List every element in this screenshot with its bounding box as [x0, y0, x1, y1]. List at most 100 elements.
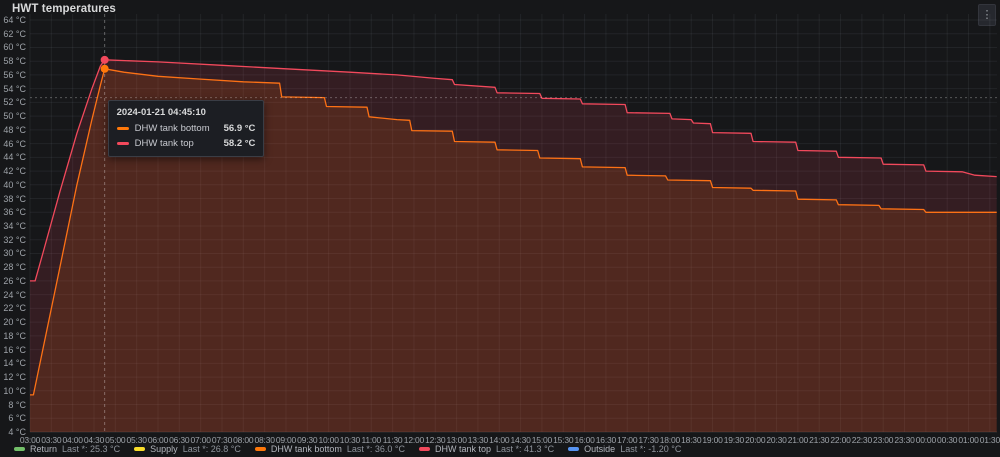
x-tick-label: 22:30 — [851, 435, 872, 445]
series-color-swatch-icon[interactable] — [419, 446, 430, 451]
y-tick-label: 24 °C — [3, 289, 26, 300]
series-color-swatch-icon[interactable] — [568, 446, 580, 451]
y-tick-label: 48 °C — [3, 124, 26, 135]
x-tick-label: 11:30 — [382, 435, 403, 445]
x-tick-label: 16:00 — [574, 435, 595, 445]
legend-series-name[interactable]: Supply — [150, 443, 178, 454]
chart-tooltip: 2024-01-21 04:45:10 DHW tank bottom 56.9 … — [107, 99, 265, 157]
y-tick-label: 62 °C — [3, 28, 26, 39]
x-tick-label: 05:30 — [126, 435, 147, 445]
tooltip-series-value: 58.2 °C — [223, 137, 256, 149]
x-tick-label: 07:00 — [190, 435, 211, 445]
y-tick-label: 52 °C — [3, 97, 26, 108]
legend-series-name[interactable]: DHW tank top — [435, 443, 492, 454]
series-color-swatch-icon[interactable] — [254, 446, 266, 451]
x-tick-label: 08:00 — [233, 435, 254, 445]
x-tick-label: 21:00 — [787, 435, 809, 445]
tooltip-series-label: DHW tank bottom — [134, 122, 210, 134]
series-area-dhw-tank-bottom — [30, 68, 997, 433]
legend-item-dhw-tank-bottom[interactable]: DHW tank bottom Last *: 36.0 °C — [254, 443, 405, 454]
y-tick-label: 8 °C — [8, 399, 26, 410]
y-tick-label: 60 °C — [3, 42, 26, 53]
legend-series-name[interactable]: Outside — [584, 443, 616, 454]
x-axis: 03:00 03:30 04:00 04:30 05:00 05:30 06:00 06:30… — [0, 433, 1000, 445]
y-tick-label: 46 °C — [3, 138, 26, 149]
x-tick-label: 03:00 — [19, 435, 41, 445]
x-tick-label: 00:30 — [937, 435, 958, 445]
x-tick-label: 06:30 — [169, 435, 190, 445]
x-tick-label: 13:30 — [467, 435, 489, 445]
y-tick-label: 30 °C — [3, 248, 26, 259]
series-area-dhw-tank-top — [30, 59, 997, 433]
hover-point-marker — [100, 64, 109, 73]
x-tick-label: 21:30 — [809, 435, 830, 445]
y-tick-label: 28 °C — [3, 262, 26, 273]
x-tick-label: 10:30 — [339, 435, 361, 445]
y-tick-label: 42 °C — [3, 166, 26, 177]
y-tick-label: 50 °C — [3, 111, 26, 122]
y-tick-label: 64 °C — [3, 15, 26, 25]
x-tick-label: 11:00 — [361, 435, 382, 445]
legend-last-value: Last *: 41.3 °C — [496, 443, 555, 454]
x-tick-label: 13:00 — [446, 435, 467, 445]
x-tick-label: 03:30 — [41, 435, 62, 445]
y-tick-label: 4 °C — [8, 427, 26, 437]
legend-last-value: Last *: 36.0 °C — [346, 443, 405, 454]
y-tick-label: 26 °C — [3, 275, 26, 286]
hover-point-marker — [100, 55, 109, 64]
x-tick-label: 01:00 — [958, 435, 979, 445]
x-tick-label: 00:00 — [915, 435, 936, 445]
x-tick-label: 15:30 — [553, 435, 574, 445]
x-tick-label: 04:00 — [62, 435, 83, 445]
y-tick-label: 14 °C — [3, 358, 26, 369]
x-tick-label: 15:00 — [531, 435, 553, 445]
x-tick-label: 14:00 — [489, 435, 510, 445]
panel-header: HWT temperatures — [0, 0, 1000, 18]
legend-item-outside[interactable]: Outside Last *: -1.20 °C — [568, 444, 681, 454]
y-tick-label: 38 °C — [3, 193, 26, 204]
x-tick-label: 20:00 — [745, 435, 766, 445]
series-color-swatch-icon[interactable] — [14, 446, 25, 451]
series-color-swatch-icon — [116, 141, 129, 145]
y-tick-label: 22 °C — [3, 303, 26, 314]
x-tick-label: 18:00 — [659, 435, 681, 445]
y-tick-label: 10 °C — [3, 385, 26, 396]
x-tick-label: 18:30 — [681, 435, 702, 445]
tooltip-series-row: DHW tank top 58.2 °C — [116, 137, 256, 149]
x-tick-label: 04:30 — [83, 435, 105, 445]
panel-menu-button[interactable]: ⋮ — [978, 4, 996, 26]
y-tick-label: 44 °C — [3, 152, 26, 163]
y-tick-label: 34 °C — [3, 221, 26, 231]
y-tick-label: 6 °C — [8, 413, 26, 424]
y-tick-label: 54 °C — [3, 83, 26, 94]
legend-item-return[interactable]: Return Last *: 25.3 °C — [14, 444, 120, 454]
y-tick-label: 16 °C — [3, 344, 26, 355]
y-tick-label: 12 °C — [3, 372, 26, 383]
y-tick-label: 56 °C — [3, 69, 26, 80]
x-tick-label: 07:30 — [211, 435, 233, 445]
x-tick-label: 01:30 — [979, 435, 1000, 445]
x-tick-label: 19:00 — [702, 435, 723, 445]
y-tick-label: 36 °C — [3, 207, 26, 218]
x-tick-label: 23:00 — [873, 435, 894, 445]
y-tick-label: 20 °C — [3, 317, 26, 328]
legend-series-name[interactable]: Return — [30, 443, 58, 454]
series-color-swatch-icon — [116, 126, 129, 130]
legend-item-supply[interactable]: Supply Last *: 26.8 °C — [134, 444, 241, 454]
x-tick-label: 09:00 — [275, 435, 297, 445]
legend-series-name[interactable]: DHW tank bottom — [270, 443, 342, 454]
y-tick-label: 18 °C — [3, 330, 26, 341]
legend-last-value: Last *: 26.8 °C — [182, 443, 241, 454]
x-tick-label: 10:00 — [318, 435, 339, 445]
x-tick-label: 08:30 — [254, 435, 275, 445]
series-color-swatch-icon[interactable] — [134, 446, 146, 451]
legend-item-dhw-tank-top[interactable]: DHW tank top Last *: 41.3 °C — [419, 444, 554, 454]
tooltip-series-row: DHW tank bottom 56.9 °C — [116, 122, 256, 134]
panel-title[interactable]: HWT temperatures — [12, 3, 116, 15]
x-tick-label: 19:30 — [723, 435, 745, 445]
x-tick-label: 09:30 — [297, 435, 318, 445]
x-tick-label: 16:30 — [595, 435, 617, 445]
tooltip-series-value: 56.9 °C — [223, 122, 256, 134]
